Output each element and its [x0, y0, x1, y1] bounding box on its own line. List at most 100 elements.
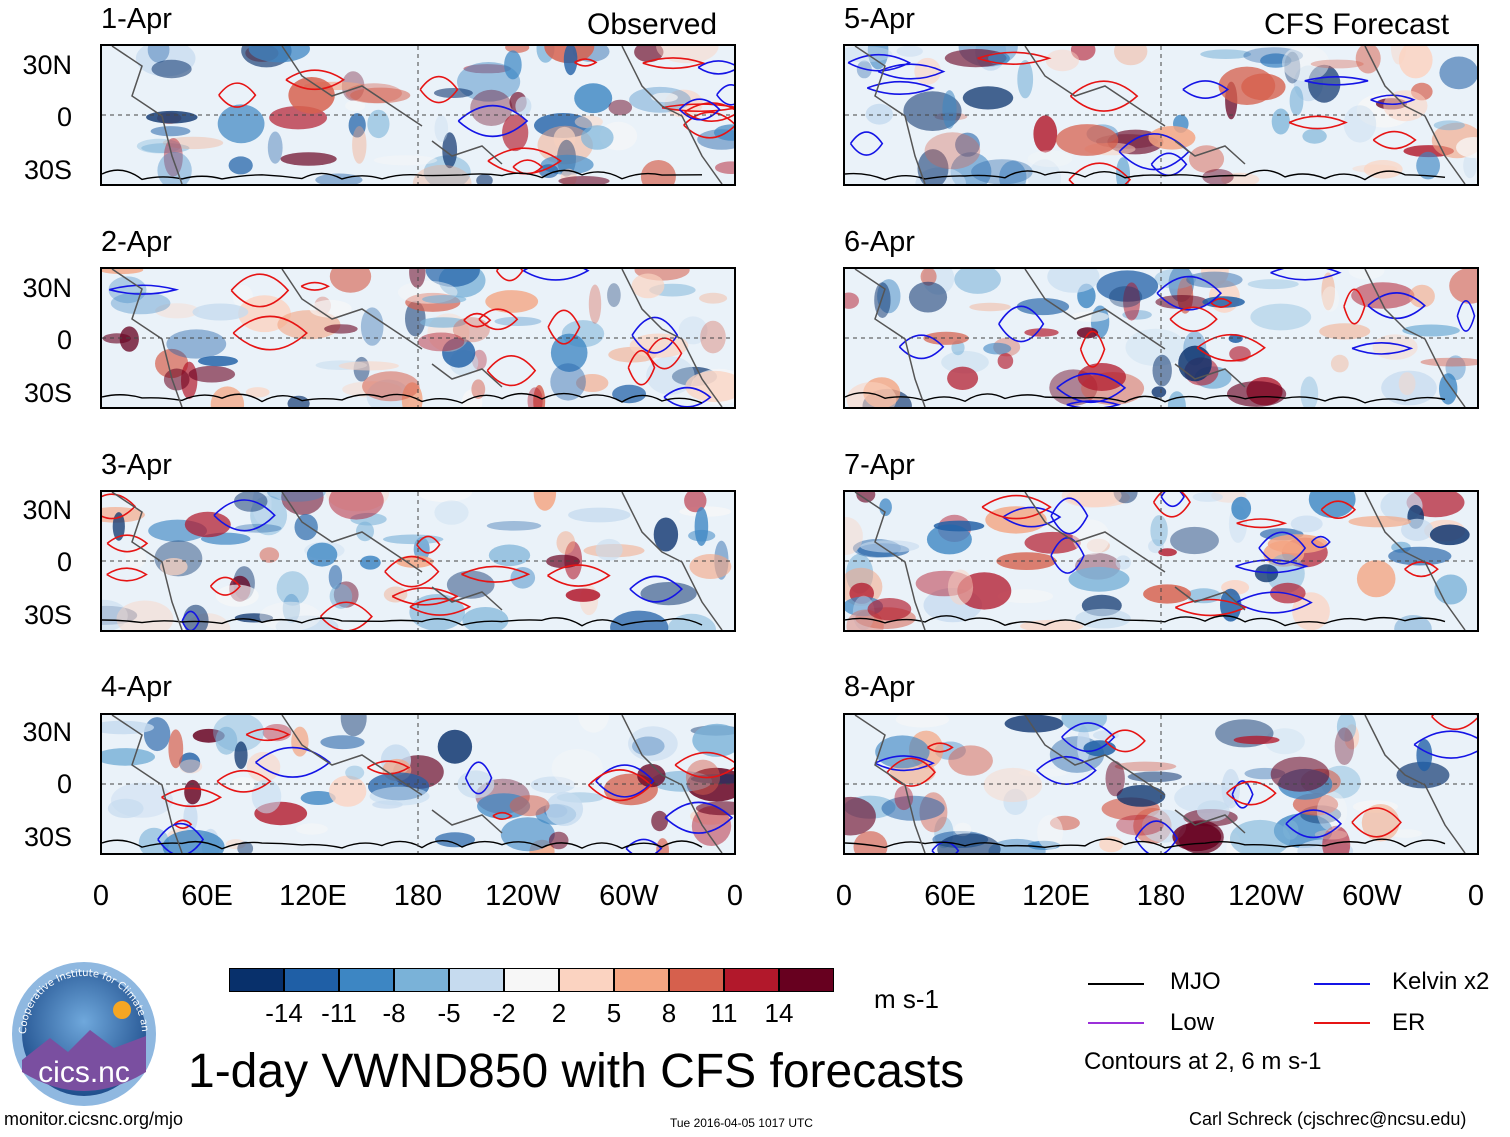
lon-label: 60W [599, 880, 659, 912]
map-field [102, 269, 734, 407]
anomaly-blob [1115, 555, 1131, 570]
legend-note: Contours at 2, 6 m s-1 [1084, 1048, 1322, 1075]
anomaly-blob [631, 273, 665, 299]
legend-line-low [1088, 1022, 1144, 1024]
wave-contour [464, 761, 493, 795]
anomaly-blob [896, 46, 923, 57]
wave-contour [213, 499, 276, 532]
anomaly-blob [329, 584, 353, 609]
anomaly-blob [1456, 137, 1477, 158]
coastline [1364, 46, 1466, 184]
colorbar-swatch [449, 968, 504, 992]
anomaly-blob [215, 726, 238, 755]
wave-contour [1413, 730, 1477, 759]
wave-contour [998, 305, 1045, 343]
anomaly-blob [941, 350, 989, 374]
lon-label: 0 [92, 880, 110, 912]
anomaly-blob [1114, 46, 1148, 66]
anomaly-blob [1308, 492, 1356, 518]
wave-contour [1050, 537, 1085, 574]
anomaly-blob [217, 104, 265, 144]
wave-contour [1069, 80, 1139, 112]
forecast-label: CFS Forecast [1264, 8, 1450, 41]
wave-contour [391, 587, 459, 606]
coastline [1364, 269, 1466, 407]
anomaly-blob [1319, 323, 1371, 340]
anomaly-blob [846, 382, 897, 407]
anomaly-blob [146, 110, 198, 124]
wave-contour [1285, 809, 1343, 839]
anomaly-blob [277, 310, 341, 340]
wave-contour [977, 51, 1052, 65]
wave-contour [366, 760, 411, 775]
anomaly-blob [969, 302, 1011, 312]
colorbar-tick: -14 [265, 998, 303, 1028]
lat-label-30n: 30N [22, 50, 72, 80]
legend-line-kelvin [1314, 983, 1370, 985]
lon-label: 60W [1342, 880, 1402, 912]
lat-label-30s: 30S [23, 378, 72, 408]
anomaly-blob [558, 176, 610, 184]
anomaly-blob [215, 584, 259, 607]
map-field [845, 492, 1477, 630]
anomaly-blob [108, 276, 147, 304]
anomaly-blob [345, 765, 365, 780]
wave-contour [409, 597, 472, 616]
anomaly-blob [574, 83, 613, 114]
footer-timestamp: Tue 2016-04-05 1017 UTC [670, 1116, 813, 1130]
anomaly-blob [1247, 279, 1299, 290]
observed-label: Observed [587, 8, 718, 41]
wave-contour [1036, 756, 1097, 785]
legend-label-kelvin: Kelvin x2 [1392, 968, 1490, 995]
anomaly-blob [1310, 59, 1364, 69]
colorbar-tick: 14 [764, 998, 794, 1028]
anomaly-blob [198, 355, 238, 367]
anomaly-blob [556, 531, 576, 555]
anomaly-blob [437, 729, 473, 764]
anomaly-blob [1416, 151, 1440, 180]
anomaly-blob [1127, 771, 1182, 783]
wave-contour [218, 82, 257, 108]
anomaly-blob [1314, 829, 1348, 840]
map-panel-forecast-4 [843, 713, 1479, 855]
wave-contour [683, 111, 734, 139]
anomaly-blob [281, 492, 324, 515]
figure-title: 1-day VWND850 with CFS forecasts [188, 1045, 965, 1098]
wave-contour [716, 84, 734, 106]
colorbar-swatch [504, 968, 559, 992]
anomaly-blob [235, 523, 282, 533]
coastline [1364, 715, 1466, 853]
anomaly-blob [147, 46, 170, 63]
anomaly-blob [1076, 327, 1099, 339]
anomaly-blob [245, 387, 270, 398]
anomaly-blob [246, 751, 281, 782]
anomaly-blob [1282, 46, 1330, 82]
wave-contour [1210, 297, 1233, 308]
legend-line-er [1314, 1022, 1370, 1024]
anomaly-blob [1321, 272, 1335, 311]
legend-label-mjo: MJO [1170, 968, 1221, 995]
anomaly-blob [999, 160, 1027, 184]
anomaly-blob [494, 316, 542, 326]
lat-label-30s: 30S [23, 600, 72, 630]
anomaly-blob [1264, 728, 1305, 755]
map-panel-observed-2 [100, 267, 736, 409]
anomaly-blob [1284, 51, 1301, 84]
wave-contour [463, 312, 492, 328]
anomaly-blob [485, 290, 539, 313]
cicsnc-logo: Cooperative Institute for Climate and Sa… [7, 952, 158, 1108]
anomaly-blob [504, 50, 522, 80]
coastline [281, 715, 423, 796]
lon-label: 120W [485, 880, 561, 912]
anomaly-blob [102, 720, 154, 735]
anomaly-blob [700, 320, 726, 354]
anomaly-blob [1270, 756, 1330, 792]
anomaly-blob [640, 160, 676, 184]
wave-contour [587, 769, 653, 802]
anomaly-blob [1202, 296, 1245, 308]
coastline [281, 46, 423, 127]
anomaly-blob [865, 103, 893, 125]
anomaly-blob [228, 156, 253, 175]
wave-contour [625, 838, 663, 853]
coastline [854, 46, 926, 184]
